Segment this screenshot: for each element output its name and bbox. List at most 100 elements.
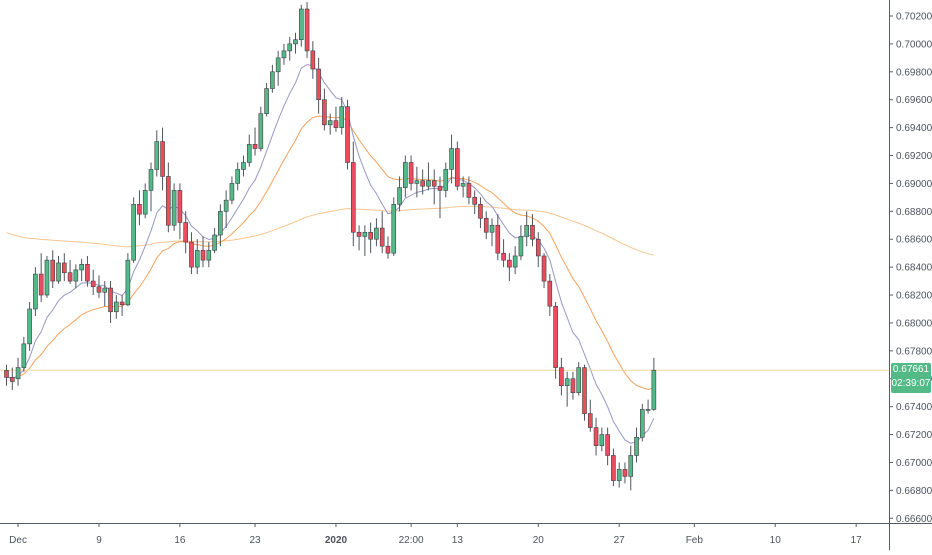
candle-body: [576, 367, 582, 393]
candle-body: [212, 234, 217, 251]
y-tick-label: 0.66800: [896, 486, 932, 497]
candle-body: [275, 57, 281, 73]
candle-body: [582, 367, 587, 414]
candle-body: [593, 427, 599, 447]
candle-body: [102, 287, 108, 293]
candle-body: [483, 217, 489, 233]
candle-body: [518, 236, 524, 257]
x-tick-label: 23: [249, 535, 261, 546]
candle-body: [564, 378, 570, 387]
x-tick-label: 17: [851, 535, 863, 546]
candle-body: [426, 180, 431, 187]
last-price-label: 0.67661: [892, 364, 930, 376]
candle-body: [223, 199, 229, 212]
candle-body: [56, 262, 61, 282]
y-tick-label: 0.67000: [896, 458, 932, 469]
x-tick-label: 2020: [325, 535, 348, 546]
candle-body: [616, 469, 622, 481]
candle-body: [397, 187, 402, 205]
candle-body: [21, 343, 27, 368]
candle-body: [114, 301, 119, 313]
candle-body: [570, 378, 576, 393]
candle-body: [368, 231, 373, 240]
candle-body: [189, 241, 194, 268]
candle-body: [270, 71, 275, 89]
candle-body: [90, 280, 96, 287]
candle-body: [327, 120, 333, 126]
candle-body: [9, 377, 15, 382]
candle-body: [333, 120, 339, 128]
x-tick-label: Dec: [9, 535, 27, 546]
candle-body: [194, 250, 200, 268]
x-tick-label: Feb: [686, 535, 704, 546]
candle-body: [264, 88, 269, 114]
candle-body: [298, 8, 304, 41]
candle-body: [316, 68, 321, 101]
candle-body: [350, 162, 356, 233]
candle-body: [218, 211, 223, 236]
candle-body: [374, 227, 379, 240]
candle-body: [142, 190, 148, 215]
candle-body: [362, 231, 368, 237]
candle-body: [437, 185, 443, 191]
candle-body: [50, 259, 56, 282]
candle-body: [472, 197, 477, 205]
y-tick-label: 0.69400: [896, 123, 932, 134]
candle-body: [431, 180, 437, 187]
y-tick-label: 0.69200: [896, 151, 932, 162]
y-tick-label: 0.66600: [896, 514, 932, 525]
candle-body: [530, 224, 535, 240]
candle-body: [403, 162, 408, 188]
candle-body: [44, 259, 50, 296]
candle-body: [119, 301, 125, 306]
candle-body: [4, 370, 9, 378]
candle-body: [85, 264, 90, 282]
y-tick-label: 0.68400: [896, 263, 932, 274]
candle-body: [15, 367, 21, 380]
candle-body: [489, 224, 495, 233]
x-tick-label: 10: [770, 535, 782, 546]
candle-body: [287, 43, 293, 52]
x-tick-label: 22:00: [399, 535, 424, 546]
candle-body: [160, 141, 165, 177]
candle-body: [611, 455, 616, 481]
candle-body: [246, 144, 252, 163]
candle-body: [73, 269, 79, 282]
candle-body: [33, 273, 38, 310]
candle-body: [304, 8, 310, 52]
y-tick-label: 0.67200: [896, 430, 932, 441]
candle-body: [628, 455, 634, 477]
candle-body: [605, 434, 610, 456]
y-tick-label: 0.69600: [896, 95, 932, 106]
candle-body: [310, 50, 316, 70]
candle-body: [339, 106, 345, 128]
candle-body: [599, 434, 605, 447]
y-tick-label: 0.69800: [896, 67, 932, 78]
x-tick-label: 13: [452, 535, 464, 546]
candle-body: [79, 264, 84, 271]
candle-body: [379, 227, 385, 247]
candle-body: [96, 286, 102, 293]
candle-body: [391, 204, 397, 254]
y-tick-label: 0.68800: [896, 207, 932, 218]
y-tick-label: 0.68000: [896, 318, 932, 329]
y-tick-label: 0.69000: [896, 179, 932, 190]
y-tick-label: 0.70200: [896, 11, 932, 22]
candle-body: [67, 272, 73, 282]
candle-body: [460, 183, 466, 187]
candle-body: [345, 106, 350, 163]
candle-body: [541, 255, 547, 282]
candle-body: [408, 162, 414, 184]
candle-body: [639, 409, 645, 438]
slow-moving-average-line: [6, 205, 655, 256]
candle-body: [241, 162, 246, 170]
x-tick-label: 20: [533, 535, 545, 546]
candle-body: [651, 369, 657, 410]
candle-body: [235, 169, 240, 184]
candle-body: [443, 169, 449, 191]
candle-body: [281, 50, 287, 59]
candle-body: [495, 224, 501, 254]
candle-body: [108, 287, 113, 313]
candle-body: [478, 204, 483, 219]
